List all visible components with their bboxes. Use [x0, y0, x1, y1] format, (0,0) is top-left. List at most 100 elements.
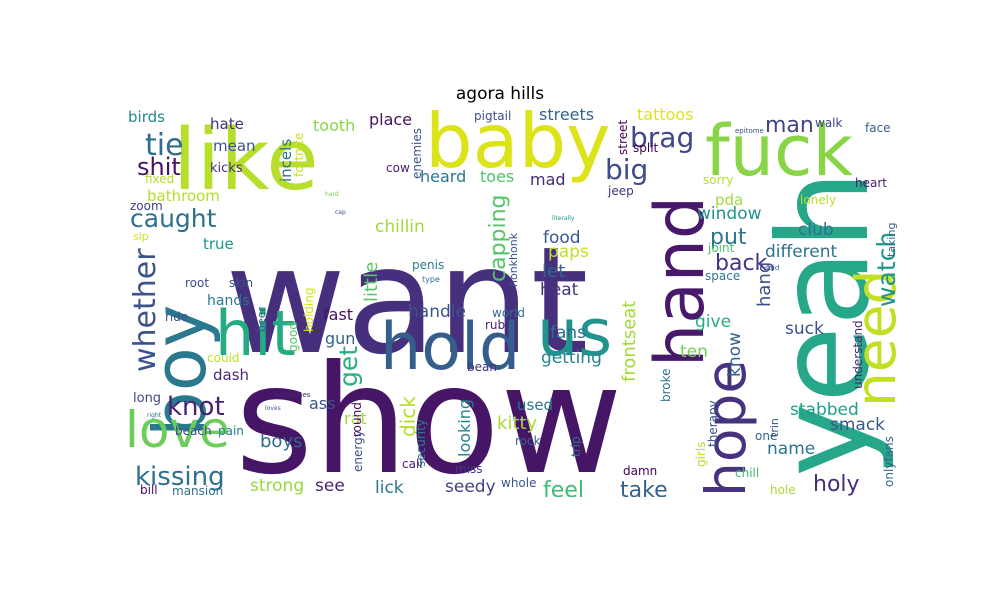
word-girls: girls	[694, 442, 708, 467]
word-different: different	[765, 242, 838, 262]
word-paps: paps	[548, 242, 589, 262]
word-dash: dash	[213, 366, 249, 384]
word-philistines: philistines	[275, 391, 311, 399]
word-frontseat: frontseat	[619, 301, 640, 382]
word-long: long	[133, 391, 161, 406]
word-us: us	[537, 296, 612, 371]
word-trip: trip	[569, 436, 583, 457]
word-skin: skin	[229, 276, 253, 290]
word-heat: heat	[540, 280, 579, 300]
word-food: food	[543, 228, 581, 248]
word-right: right	[147, 412, 162, 419]
word-whether: whether	[128, 248, 163, 372]
word-show: show	[235, 334, 623, 497]
word-dick: dick	[396, 396, 420, 437]
word-mean: mean	[213, 137, 256, 155]
word-little: little	[361, 262, 382, 302]
word-looking: looking	[455, 399, 474, 457]
word-hope: hope	[694, 360, 758, 497]
word-stabbed: stabbed	[790, 400, 859, 420]
word-let: let	[542, 261, 565, 282]
word-fast: fast	[323, 305, 353, 324]
word-shit: shit	[137, 153, 181, 181]
word-space: space	[705, 269, 740, 283]
word-fortnite: fortnite	[292, 133, 306, 177]
word-ride: ride	[165, 310, 188, 324]
word-lonely: lonely	[800, 193, 836, 207]
word-bean: bean	[467, 360, 497, 374]
word-tooth: tooth	[313, 116, 355, 135]
word-feel: feel	[543, 478, 584, 497]
word-give: give	[695, 312, 731, 332]
word-rub: rub	[485, 318, 505, 332]
word-rock: rock	[515, 434, 541, 448]
word-whole: whole	[501, 476, 536, 490]
word-boy: boy	[138, 305, 222, 437]
word-enemies: enemies	[410, 128, 424, 179]
word-hold: hold	[380, 310, 520, 385]
word-one: one	[755, 429, 777, 443]
word-literally: literally	[552, 215, 575, 222]
word-man: man	[765, 113, 814, 138]
word-hands: hands	[207, 293, 250, 309]
word-back: back	[715, 251, 768, 276]
word-watch: watch	[872, 232, 900, 307]
word-sip: sip	[133, 230, 149, 243]
word-place: place	[369, 110, 412, 129]
word-baby: baby	[425, 107, 611, 185]
word-name: name	[767, 439, 815, 459]
word-birds: birds	[128, 108, 165, 126]
word-hole: hole	[770, 483, 796, 497]
word-need: need	[844, 270, 900, 407]
word-miss: miss	[455, 462, 483, 476]
word-jeep: jeep	[607, 184, 634, 198]
word-honkhonk: honkhonk	[507, 232, 520, 287]
word-hate: hate	[210, 115, 244, 133]
word-face: face	[865, 121, 891, 135]
word-security: security	[414, 419, 428, 467]
word-said: said	[765, 264, 779, 272]
word-seedy: seedy	[445, 477, 496, 497]
word-root: root	[185, 276, 209, 290]
word-therapy: therapy	[706, 400, 720, 447]
word-tattoos: tattoos	[637, 107, 694, 124]
word-broke: broke	[659, 368, 673, 402]
word-gun: gun	[325, 329, 355, 348]
word-kissing: kissing	[135, 462, 225, 492]
word-brag: brag	[630, 121, 694, 154]
word-see: see	[315, 476, 345, 496]
word-pda: pda	[715, 191, 743, 209]
word-holy: holy	[813, 472, 860, 497]
word-energy: energy	[351, 430, 365, 472]
word-window: window	[697, 204, 762, 224]
word-ten: ten	[680, 342, 708, 362]
word-tie: tie	[145, 128, 184, 163]
word-knot: knot	[167, 392, 225, 422]
word-world: world	[492, 306, 525, 320]
word-bill: bill	[140, 483, 158, 497]
word-epitome: epitome	[735, 127, 764, 135]
word-capping: capping	[486, 194, 511, 282]
word-ass: ass	[309, 394, 335, 413]
word-heart: heart	[855, 176, 887, 190]
word-beer: beer	[255, 306, 268, 332]
word-put: put	[710, 225, 747, 250]
word-cloud: want show yeah like baby fuck boy hand hold us hit…	[125, 107, 900, 497]
word-penis: penis	[412, 258, 444, 272]
word-fixed: fixed	[145, 172, 174, 186]
word-streets: streets	[539, 107, 594, 124]
word-suck: suck	[785, 319, 824, 339]
word-type: type	[422, 275, 440, 284]
word-bathroom: bathroom	[147, 187, 220, 205]
word-mansion: mansion	[172, 484, 223, 497]
word-heard: heard	[420, 167, 466, 186]
word-lick: lick	[375, 478, 404, 497]
word-onlyfans: onlyfans	[882, 436, 896, 487]
word-love: love	[125, 401, 230, 459]
word-holding: holding	[302, 288, 316, 332]
word-big: big	[605, 153, 648, 186]
word-good: good	[286, 322, 300, 352]
word-toes: toes	[480, 167, 514, 186]
word-walk: walk	[815, 116, 843, 130]
